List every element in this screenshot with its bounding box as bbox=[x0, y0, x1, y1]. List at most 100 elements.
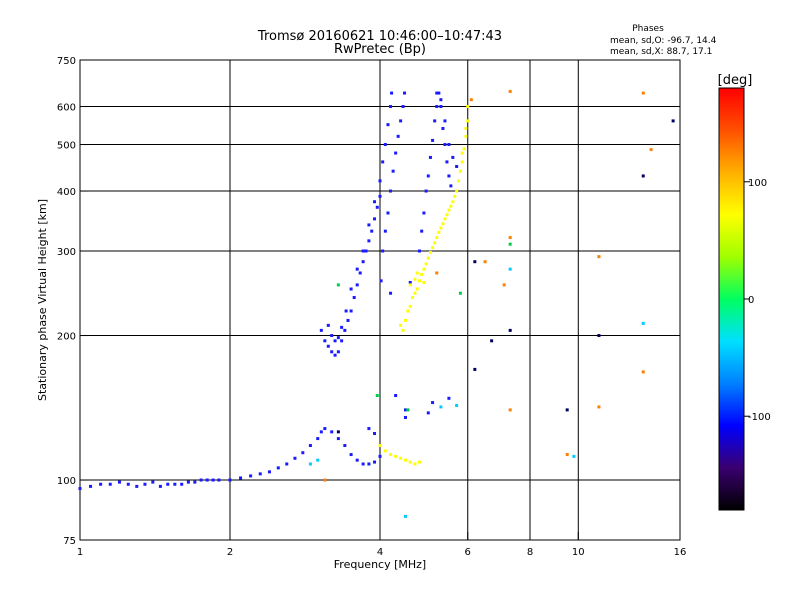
data-point bbox=[508, 242, 512, 246]
data-point bbox=[355, 267, 359, 271]
data-point bbox=[386, 123, 390, 127]
data-point bbox=[417, 279, 421, 283]
data-point bbox=[437, 230, 441, 234]
data-point bbox=[447, 143, 451, 147]
data-point bbox=[389, 189, 393, 193]
data-point bbox=[151, 480, 155, 484]
stats-heading: Phases bbox=[632, 24, 664, 34]
data-point bbox=[186, 480, 190, 484]
data-point bbox=[364, 249, 368, 253]
y-tick-label: 750 bbox=[57, 56, 76, 67]
data-point bbox=[143, 482, 147, 486]
data-point bbox=[349, 309, 353, 313]
x-tick-label: 6 bbox=[465, 547, 471, 558]
y-tick-label: 600 bbox=[57, 103, 76, 114]
colorbar bbox=[718, 87, 745, 511]
data-point bbox=[431, 246, 435, 250]
data-point bbox=[451, 155, 455, 159]
data-point bbox=[426, 411, 430, 415]
data-point bbox=[408, 280, 412, 284]
data-point bbox=[358, 271, 362, 275]
data-point bbox=[355, 458, 359, 462]
data-point bbox=[508, 408, 512, 412]
data-point bbox=[258, 472, 262, 476]
data-point bbox=[403, 318, 407, 322]
data-point bbox=[508, 236, 512, 240]
data-point bbox=[466, 119, 470, 123]
data-point bbox=[508, 328, 512, 332]
data-point bbox=[323, 478, 327, 482]
data-point bbox=[180, 482, 184, 486]
data-point bbox=[373, 217, 377, 221]
data-point bbox=[431, 138, 435, 142]
data-point bbox=[323, 339, 327, 343]
data-point bbox=[117, 480, 121, 484]
data-point bbox=[449, 204, 453, 208]
data-point bbox=[460, 151, 464, 155]
data-point bbox=[336, 350, 340, 354]
x-tick-label: 8 bbox=[527, 547, 533, 558]
data-point bbox=[193, 480, 197, 484]
data-point bbox=[378, 194, 382, 198]
x-axis-label: Frequency [MHz] bbox=[334, 558, 426, 571]
data-point bbox=[367, 427, 371, 431]
data-point bbox=[408, 283, 412, 287]
data-point bbox=[439, 98, 443, 102]
data-point bbox=[228, 478, 232, 482]
data-point bbox=[361, 462, 365, 466]
data-point bbox=[205, 478, 209, 482]
data-point bbox=[447, 174, 451, 178]
data-point bbox=[508, 89, 512, 93]
data-point bbox=[343, 328, 347, 332]
data-point bbox=[597, 334, 601, 338]
data-point bbox=[420, 273, 424, 277]
data-point bbox=[308, 462, 312, 466]
data-point bbox=[565, 408, 569, 412]
data-point bbox=[462, 147, 466, 151]
data-point bbox=[89, 484, 93, 488]
data-point bbox=[344, 309, 348, 313]
data-point bbox=[411, 296, 415, 300]
chart-title: Tromsø 20160621 10:46:00–10:47:43 bbox=[257, 29, 502, 44]
y-tick-label: 200 bbox=[57, 332, 76, 343]
data-point bbox=[445, 160, 449, 164]
data-point bbox=[455, 164, 459, 168]
data-point bbox=[378, 444, 382, 448]
data-point bbox=[439, 105, 443, 109]
data-point bbox=[267, 470, 271, 474]
data-point bbox=[340, 325, 344, 329]
data-point bbox=[466, 105, 470, 109]
data-point bbox=[285, 462, 289, 466]
data-point bbox=[422, 280, 426, 284]
colorbar-label: [deg] bbox=[718, 73, 753, 88]
data-point bbox=[135, 484, 139, 488]
data-point bbox=[166, 482, 170, 486]
x-tick-label: 10 bbox=[572, 547, 585, 558]
y-tick-label: 75 bbox=[63, 536, 76, 547]
data-point bbox=[367, 462, 371, 466]
data-point bbox=[417, 249, 421, 253]
data-point bbox=[406, 408, 410, 412]
data-point bbox=[437, 91, 441, 95]
data-point bbox=[379, 279, 383, 283]
data-point bbox=[426, 174, 430, 178]
data-point bbox=[355, 283, 359, 287]
data-point bbox=[649, 148, 653, 152]
data-point bbox=[361, 260, 365, 264]
data-point bbox=[435, 105, 439, 109]
y-tick-label: 500 bbox=[57, 141, 76, 152]
data-point bbox=[457, 179, 461, 183]
data-point bbox=[473, 367, 477, 371]
data-point bbox=[343, 444, 347, 448]
data-point bbox=[326, 323, 330, 327]
gridlines bbox=[80, 60, 680, 540]
data-point bbox=[473, 260, 477, 264]
data-point bbox=[460, 160, 464, 164]
data-point bbox=[373, 460, 377, 464]
data-point bbox=[403, 514, 407, 518]
data-point bbox=[449, 184, 453, 188]
colorbar-tick-label: 100 bbox=[748, 178, 767, 189]
data-point bbox=[435, 91, 439, 95]
data-point bbox=[396, 134, 400, 138]
